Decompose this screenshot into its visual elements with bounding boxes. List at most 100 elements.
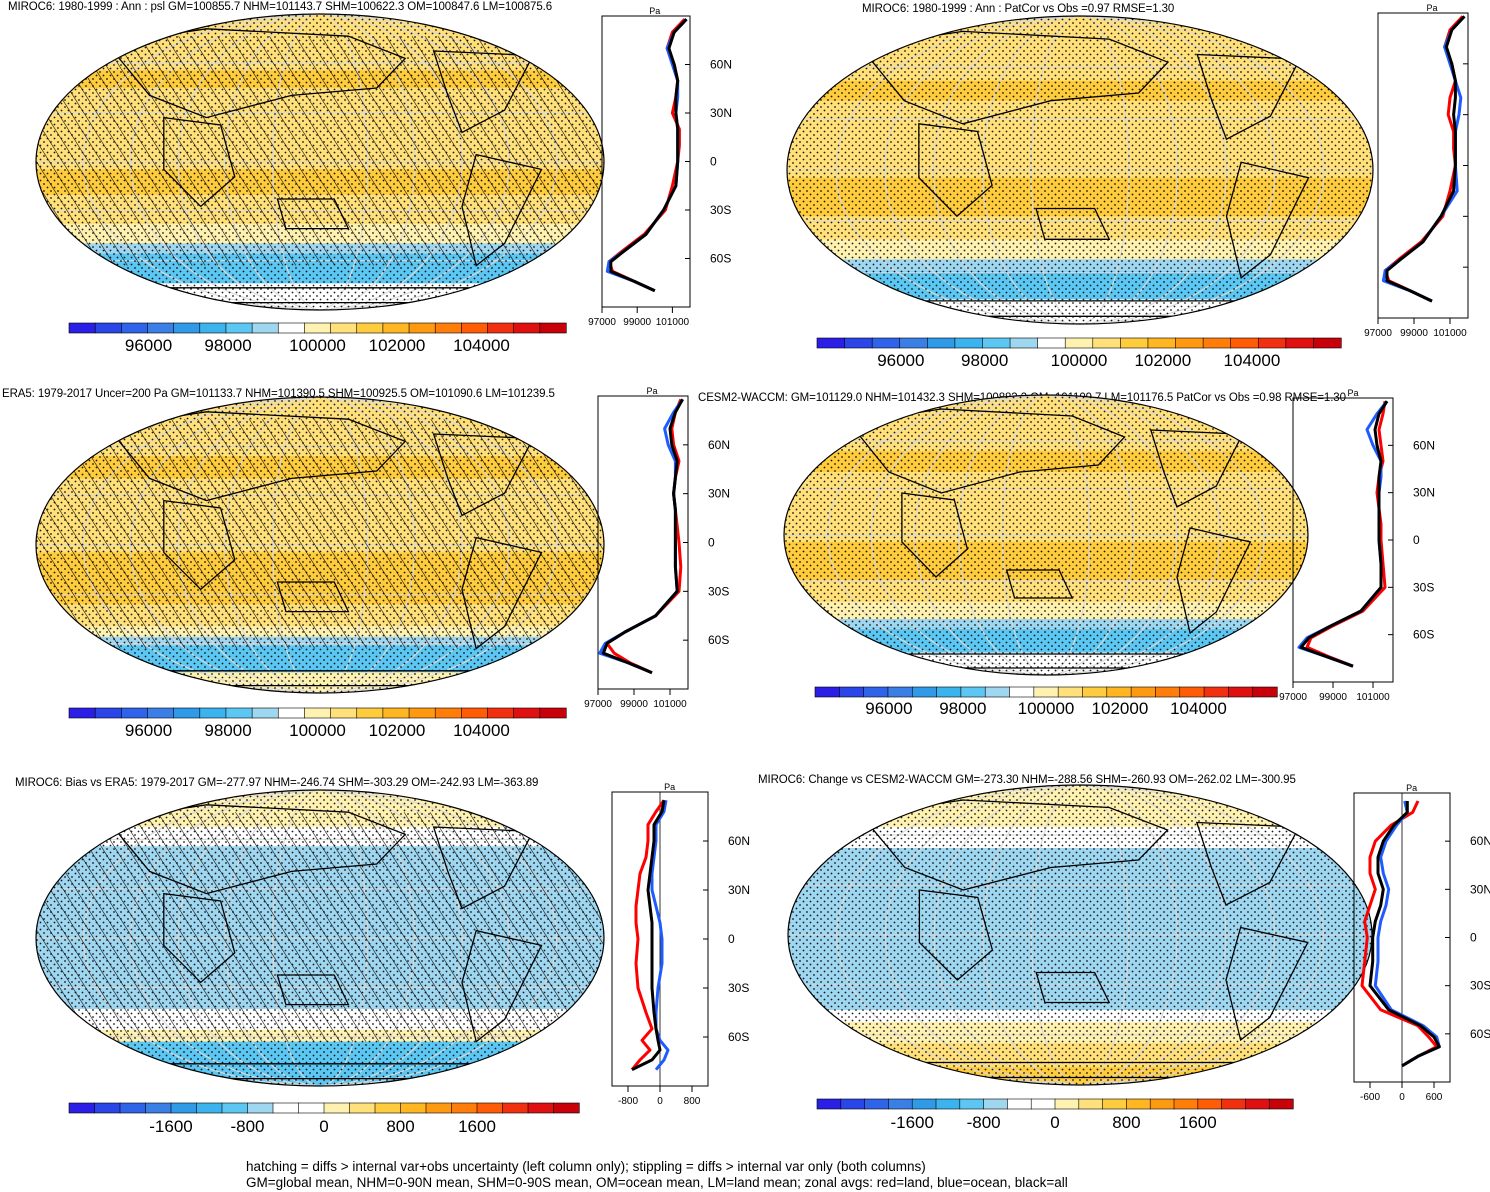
colorbar-swatch bbox=[1175, 337, 1204, 349]
colorbar-swatch bbox=[888, 1098, 913, 1110]
profile-unit-label: Pa bbox=[646, 386, 657, 396]
profile-lat-label: 30N bbox=[728, 883, 750, 897]
colorbar-p2: 96000 98000 100000 102000 104000 bbox=[816, 337, 1342, 370]
colorbar-swatch bbox=[68, 322, 96, 334]
colorbar-swatch bbox=[844, 337, 873, 349]
colorbar-label: 102000 bbox=[1134, 351, 1191, 370]
colorbar-label: 1600 bbox=[1179, 1113, 1217, 1132]
colorbar-swatch bbox=[553, 1102, 580, 1114]
profile-x-label: 101000 bbox=[1356, 692, 1390, 703]
colorbar-swatch bbox=[960, 686, 986, 698]
continent-outline bbox=[276, 198, 350, 230]
colorbar-swatch bbox=[502, 1102, 529, 1114]
colorbar-p6: -1600 -800 0 800 1600 bbox=[816, 1098, 1294, 1132]
colorbar-label: 800 bbox=[386, 1117, 414, 1136]
colorbar-swatch bbox=[1009, 686, 1035, 698]
colorbar-label: 96000 bbox=[125, 721, 172, 740]
colorbar-swatch bbox=[1130, 686, 1157, 698]
colorbar-swatch bbox=[374, 1102, 402, 1114]
colorbar-swatch bbox=[382, 707, 410, 719]
colorbar-swatch bbox=[425, 1102, 453, 1114]
colorbar-swatch bbox=[277, 322, 306, 334]
colorbar-swatch bbox=[1120, 337, 1149, 349]
zonal-profile-p6: 60N 30N 0 30S 60S -600 0 600 Pa bbox=[1353, 783, 1490, 1103]
zonal-profile-p2: 97000 99000 101000 Pa bbox=[1364, 3, 1469, 339]
colorbar-swatch bbox=[1092, 337, 1121, 349]
colorbar-label: 96000 bbox=[877, 351, 924, 370]
colorbar-swatch bbox=[68, 707, 96, 719]
colorbar-label: -1600 bbox=[890, 1113, 933, 1132]
colorbar-swatch bbox=[330, 322, 358, 334]
colorbar-label: 104000 bbox=[453, 721, 510, 740]
colorbar-swatch bbox=[871, 337, 901, 349]
colorbar-swatch bbox=[330, 707, 358, 719]
colorbar-swatch bbox=[840, 1098, 866, 1110]
colorbar-swatch bbox=[1179, 686, 1205, 698]
colorbar-swatch bbox=[304, 322, 332, 334]
continent-outline bbox=[461, 929, 543, 1043]
profile-line-all bbox=[601, 398, 684, 675]
colorbar-swatch bbox=[539, 322, 567, 334]
profile-lat-label: 30S bbox=[710, 203, 731, 217]
profile-lat-label: 30N bbox=[1413, 486, 1435, 500]
profile-x-label: 0 bbox=[657, 1096, 663, 1107]
colorbar-swatch bbox=[323, 1102, 351, 1114]
colorbar-swatch bbox=[1037, 337, 1066, 349]
stippling-overlay bbox=[784, 395, 1308, 675]
profile-line-all bbox=[631, 799, 666, 1072]
profile-lat-label: 60S bbox=[1413, 628, 1434, 642]
profile-lat-label: 30N bbox=[708, 487, 730, 501]
colorbar-swatch bbox=[1268, 1098, 1294, 1110]
colorbar-swatch bbox=[349, 1102, 376, 1114]
colorbar-label: 1600 bbox=[458, 1117, 496, 1136]
continent-outline bbox=[1035, 207, 1111, 240]
colorbar-label: 100000 bbox=[1018, 699, 1075, 718]
profile-x-label: 101000 bbox=[656, 317, 690, 328]
colorbar-swatch bbox=[119, 1102, 147, 1114]
colorbar-swatch bbox=[1082, 686, 1108, 698]
profile-x-label: 600 bbox=[1426, 1092, 1443, 1103]
profile-x-label: 97000 bbox=[1279, 692, 1307, 703]
panel-title-p1: MIROC6: 1980-1999 : Ann : psl GM=100855.… bbox=[8, 1, 553, 13]
colorbar-swatch bbox=[1033, 686, 1059, 698]
continent-outline bbox=[848, 408, 1126, 494]
colorbar-label: 98000 bbox=[204, 336, 251, 355]
profile-line-land bbox=[630, 799, 666, 1071]
profile-x-label: 97000 bbox=[588, 317, 616, 328]
zonal-profile-p5: 60N 30N 0 30S 60S -800 0 800 Pa bbox=[611, 782, 750, 1107]
map-border bbox=[35, 396, 605, 694]
colorbar-swatch bbox=[984, 686, 1011, 698]
colorbar-swatch bbox=[816, 1098, 842, 1110]
profile-line-ocean bbox=[1373, 800, 1441, 1068]
colorbar-swatch bbox=[196, 1102, 223, 1114]
zonal-profile-p4: 60N 30N 0 30S 60S 97000 99000 101000 Pa bbox=[1279, 388, 1435, 703]
colorbar-label: 100000 bbox=[289, 336, 346, 355]
colorbar-swatch bbox=[1009, 337, 1039, 349]
profile-line-ocean bbox=[1381, 15, 1466, 303]
colorbar-label: 102000 bbox=[369, 336, 426, 355]
colorbar-swatch bbox=[225, 707, 253, 719]
continent-outline bbox=[859, 30, 1170, 125]
colorbar-swatch bbox=[1221, 1098, 1246, 1110]
colorbar-swatch bbox=[434, 707, 462, 719]
colorbar-swatch bbox=[94, 707, 122, 719]
colorbar-swatch bbox=[356, 322, 384, 334]
profile-lat-label: 0 bbox=[1470, 931, 1477, 945]
profile-lat-label: 0 bbox=[708, 536, 715, 550]
colorbar-swatch bbox=[527, 1102, 555, 1114]
colorbar-swatch bbox=[839, 686, 865, 698]
panel-title-p2: MIROC6: 1980-1999 : Ann : PatCor vs Obs … bbox=[862, 3, 1175, 15]
colorbar-swatch bbox=[1078, 1098, 1104, 1110]
colorbar-swatch bbox=[173, 322, 201, 334]
map-border bbox=[783, 394, 1309, 676]
colorbar-swatch bbox=[408, 707, 436, 719]
colorbar-swatch bbox=[1102, 1098, 1127, 1110]
colorbar-swatch bbox=[408, 322, 436, 334]
colorbar-label: 102000 bbox=[1092, 699, 1149, 718]
colorbar-label: 0 bbox=[1050, 1113, 1059, 1132]
profile-line-all bbox=[1299, 400, 1389, 668]
zonal-profile-p1: 60N 30N 0 30S 60S 97000 99000 101000 Pa bbox=[588, 6, 732, 328]
continent-outline bbox=[1176, 527, 1252, 635]
colorbar-label: 104000 bbox=[453, 336, 510, 355]
